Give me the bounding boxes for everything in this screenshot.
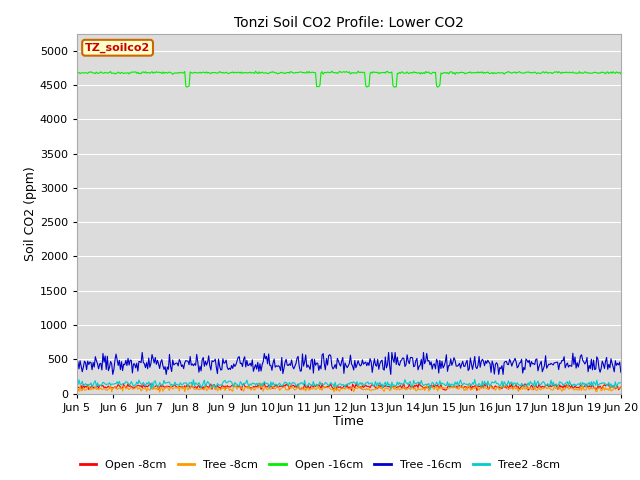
Open -16cm	[73, 69, 81, 74]
Open -8cm	[606, 385, 614, 391]
Tree -16cm	[369, 362, 377, 368]
Tree -16cm	[617, 369, 625, 375]
Tree -16cm	[399, 355, 406, 361]
Line: Tree2 -8cm: Tree2 -8cm	[77, 380, 621, 390]
Text: TZ_soilco2: TZ_soilco2	[85, 43, 150, 53]
Open -8cm	[369, 382, 376, 387]
Tree -8cm	[156, 389, 163, 395]
Tree2 -8cm	[332, 379, 339, 385]
Tree -16cm	[606, 365, 614, 371]
Open -16cm	[606, 70, 614, 75]
Line: Open -16cm: Open -16cm	[77, 71, 621, 87]
Open -16cm	[336, 69, 344, 74]
Tree2 -8cm	[471, 377, 479, 383]
Tree -16cm	[337, 363, 344, 369]
Tree -8cm	[521, 386, 529, 392]
Tree2 -8cm	[335, 382, 342, 387]
Tree2 -8cm	[606, 383, 614, 389]
Tree -8cm	[606, 384, 614, 390]
Tree -8cm	[333, 386, 341, 392]
Legend: Open -8cm, Tree -8cm, Open -16cm, Tree -16cm, Tree2 -8cm: Open -8cm, Tree -8cm, Open -16cm, Tree -…	[76, 456, 564, 474]
Open -16cm	[434, 84, 442, 90]
Open -8cm	[332, 385, 339, 391]
Tree -16cm	[333, 356, 341, 361]
Tree -16cm	[138, 349, 146, 355]
Tree -8cm	[399, 386, 406, 392]
Tree2 -8cm	[617, 380, 625, 385]
Line: Open -8cm: Open -8cm	[77, 383, 621, 391]
Open -8cm	[521, 381, 529, 387]
Tree2 -8cm	[397, 382, 404, 387]
Open -8cm	[335, 384, 342, 390]
Line: Tree -16cm: Tree -16cm	[77, 352, 621, 374]
Tree -16cm	[73, 361, 81, 367]
Open -8cm	[348, 388, 355, 394]
Y-axis label: Soil CO2 (ppm): Soil CO2 (ppm)	[24, 166, 37, 261]
Open -16cm	[521, 70, 529, 76]
Open -16cm	[398, 69, 406, 75]
Open -8cm	[415, 380, 423, 385]
Tree -8cm	[256, 380, 264, 386]
Tree -8cm	[337, 386, 344, 392]
Tree -16cm	[521, 367, 529, 372]
Tree2 -8cm	[367, 380, 375, 386]
Tree2 -8cm	[73, 380, 81, 386]
Title: Tonzi Soil CO2 Profile: Lower CO2: Tonzi Soil CO2 Profile: Lower CO2	[234, 16, 464, 30]
Open -16cm	[332, 70, 340, 75]
Open -16cm	[328, 68, 336, 74]
Tree -8cm	[369, 387, 377, 393]
Open -16cm	[617, 71, 625, 77]
Tree2 -8cm	[521, 383, 529, 389]
Tree -16cm	[109, 372, 116, 377]
Tree2 -8cm	[426, 387, 434, 393]
Open -8cm	[73, 382, 81, 387]
Tree -8cm	[617, 384, 625, 389]
X-axis label: Time: Time	[333, 415, 364, 429]
Tree -8cm	[73, 386, 81, 392]
Line: Tree -8cm: Tree -8cm	[77, 383, 621, 392]
Open -16cm	[369, 70, 376, 76]
Open -8cm	[398, 385, 406, 391]
Open -8cm	[617, 384, 625, 390]
